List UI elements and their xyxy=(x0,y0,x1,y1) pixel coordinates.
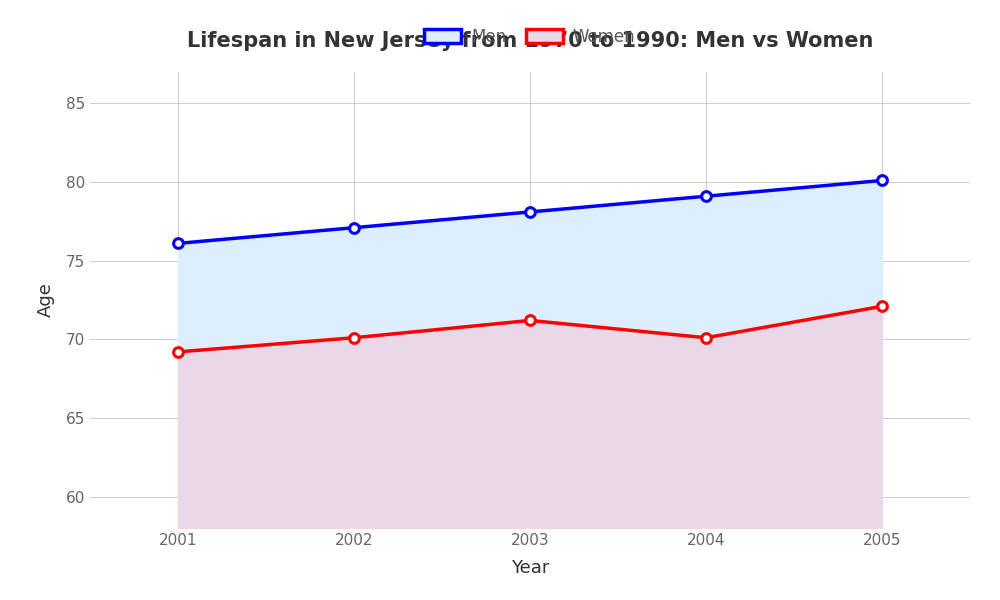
Title: Lifespan in New Jersey from 1970 to 1990: Men vs Women: Lifespan in New Jersey from 1970 to 1990… xyxy=(187,31,873,51)
Legend: Men, Women: Men, Women xyxy=(418,21,642,52)
Y-axis label: Age: Age xyxy=(37,283,55,317)
X-axis label: Year: Year xyxy=(511,559,549,577)
